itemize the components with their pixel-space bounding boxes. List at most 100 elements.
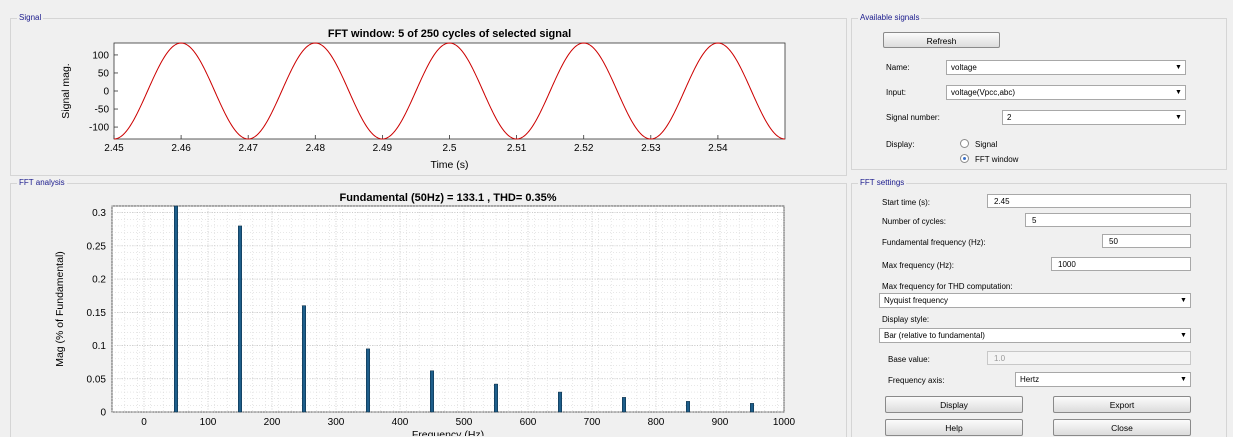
display-label: Display: [886,140,915,149]
chevron-down-icon: ▼ [1180,376,1187,383]
chevron-down-icon: ▼ [1180,332,1187,339]
fft-y-tick-label: 0.25 [87,241,107,252]
name-label: Name: [886,63,910,72]
max-freq-input[interactable]: 1000 [1051,257,1191,271]
display-style-value: Bar (relative to fundamental) [884,331,985,340]
display-button[interactable]: Display [885,396,1023,413]
chevron-down-icon: ▼ [1175,89,1182,96]
freq-axis-value: Hertz [1020,375,1040,384]
chevron-down-icon: ▼ [1175,64,1182,71]
fft-y-tick-label: 0.15 [87,308,107,319]
fft-chart-title: Fundamental (50Hz) = 133.1 , THD= 0.35% [339,192,556,204]
chevron-down-icon: ▼ [1175,114,1182,121]
fft-bar [558,391,562,413]
fft-settings-panel: FFT settings Start time (s): 2.45 Number… [851,178,1227,437]
signal-x-tick-label: 2.5 [443,143,457,154]
close-button[interactable]: Close [1053,419,1191,436]
fft-x-tick-label: 900 [712,417,729,428]
freq-axis-select[interactable]: Hertz ▼ [1015,372,1191,387]
fft-x-tick-label: 500 [456,417,473,428]
fft-x-tick-label: 600 [520,417,537,428]
fft-bar [238,225,242,413]
start-time-label: Start time (s): [882,198,931,207]
fund-freq-label: Fundamental frequency (Hz): [882,238,986,247]
thd-select[interactable]: Nyquist frequency ▼ [879,293,1191,308]
fft-y-tick-label: 0.3 [92,208,106,219]
fft-x-tick-label: 300 [328,417,345,428]
display-style-select[interactable]: Bar (relative to fundamental) ▼ [879,328,1191,343]
signal-y-tick-label: 100 [92,50,109,61]
fft-y-tick-label: 0 [100,408,106,419]
fft-x-tick-label: 100 [200,417,217,428]
thd-select-value: Nyquist frequency [884,296,949,305]
display-fft-window-radio[interactable] [960,154,969,163]
fft-axes [111,205,785,413]
signal-x-tick-label: 2.46 [171,143,191,154]
signal-plot: FFT window: 5 of 250 cycles of selected … [60,28,786,171]
signal-x-tick-label: 2.53 [641,143,661,154]
base-value-input: 1.0 [987,351,1191,365]
name-select[interactable]: voltage ▼ [946,60,1186,75]
fft-analysis-panel-title: FFT analysis [17,178,67,187]
display-style-label: Display style: [882,315,930,324]
fft-plot: Fundamental (50Hz) = 133.1 , THD= 0.35% 0… [54,192,796,436]
fft-x-tick-label: 200 [264,417,281,428]
signal-panel-title: Signal [17,13,44,22]
signal-y-tick-label: 50 [98,68,110,79]
input-select-value: voltage(Vpcc,abc) [951,88,1016,97]
start-time-input[interactable]: 2.45 [987,194,1191,208]
fft-x-tick-label: 400 [392,417,409,428]
cycles-input[interactable]: 5 [1025,213,1191,227]
signal-number-label: Signal number: [886,113,940,122]
fft-analysis-panel: FFT analysis [10,178,847,437]
signal-y-tick-label: -100 [89,123,109,134]
fft-x-tick-label: 0 [141,417,147,428]
fft-x-tick-label: 700 [584,417,601,428]
signal-x-tick-label: 2.45 [104,143,124,154]
fft-y-tick-label: 0.2 [92,275,106,286]
signal-y-axis-label: Signal mag. [60,63,72,118]
display-fft-window-label: FFT window [975,155,1019,164]
help-button[interactable]: Help [885,419,1023,436]
signal-number-select[interactable]: 2 ▼ [1002,110,1186,125]
signal-x-axis-label: Time (s) [430,159,468,171]
fft-y-tick-label: 0.1 [92,341,106,352]
signal-x-tick-label: 2.48 [306,143,326,154]
signal-x-tick-label: 2.51 [507,143,527,154]
refresh-button[interactable]: Refresh [883,32,1000,48]
export-button[interactable]: Export [1053,396,1191,413]
cycles-label: Number of cycles: [882,217,947,226]
signal-number-value: 2 [1007,113,1012,122]
fft-bar [430,370,434,413]
fft-y-axis-label: Mag (% of Fundamental) [54,251,66,367]
fund-freq-input[interactable]: 50 [1102,234,1191,248]
signal-x-tick-label: 2.49 [373,143,393,154]
fft-bar [302,305,306,413]
thd-label: Max frequency for THD computation: [882,282,1013,291]
fft-x-tick-label: 800 [648,417,665,428]
fft-bar [366,348,370,413]
available-signals-panel: Available signals Refresh Name: voltage … [851,13,1227,170]
signal-chart-title: FFT window: 5 of 250 cycles of selected … [328,28,571,40]
signal-y-tick-label: -50 [95,105,110,116]
fft-y-tick-label: 0.05 [87,374,107,385]
signal-x-tick-label: 2.47 [238,143,258,154]
chevron-down-icon: ▼ [1180,297,1187,304]
fft-bar [622,397,626,413]
fft-bar [686,401,690,413]
fft-bar [174,205,178,413]
input-label: Input: [886,88,907,97]
display-signal-radio[interactable] [960,139,969,148]
signal-y-tick-label: 0 [103,87,109,98]
signal-panel: Signal [10,13,847,176]
fft-settings-title: FFT settings [858,178,907,187]
available-signals-title: Available signals [858,13,922,22]
signal-x-tick-label: 2.52 [574,143,594,154]
signal-x-tick-label: 2.54 [708,143,728,154]
fft-bar [494,383,498,413]
fft-bar [750,403,754,413]
max-freq-label: Max frequency (Hz): [882,261,955,270]
base-value-label: Base value: [888,355,930,364]
input-select[interactable]: voltage(Vpcc,abc) ▼ [946,85,1186,100]
signal-series-line [113,42,786,140]
